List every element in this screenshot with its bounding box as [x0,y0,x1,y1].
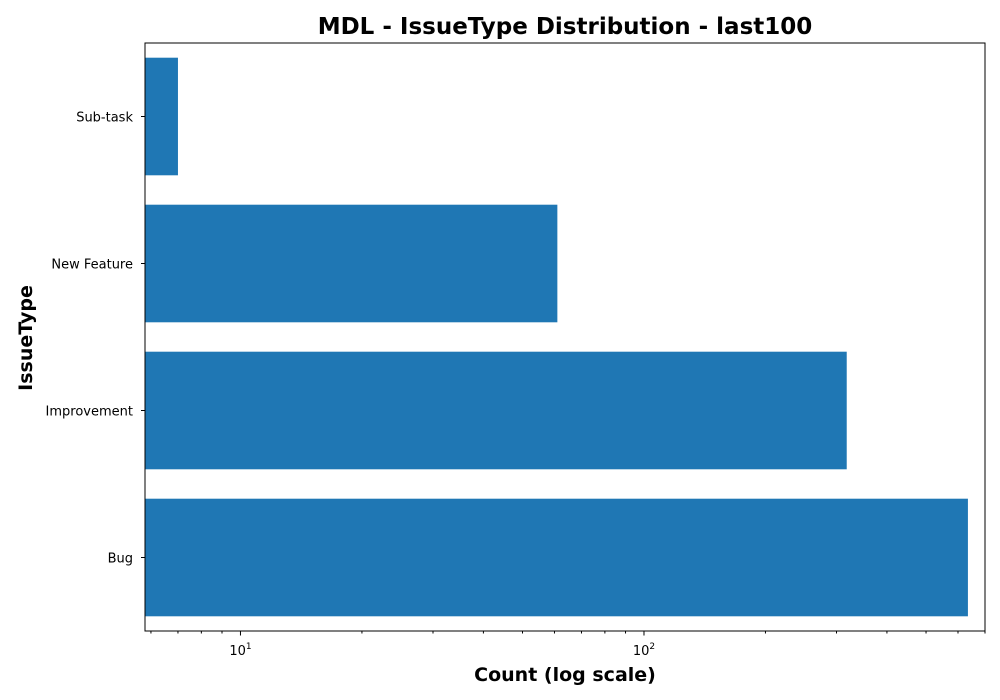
bar-improvement [145,351,847,470]
bar-bug [145,498,968,617]
bars-group [145,57,968,617]
chart-title: MDL - IssueType Distribution - last100 [318,14,813,40]
bar-sub-task [145,57,178,176]
y-axis-ticks: Bug Improvement New Feature Sub-task [46,111,145,567]
y-tick-label: Improvement [46,405,133,420]
bar-new-feature [145,204,558,323]
y-tick-label: Sub-task [76,111,133,126]
x-axis-ticks: 101 102 [150,631,986,659]
x-tick-label: 102 [633,642,655,659]
x-tick-label: 101 [229,642,251,659]
x-axis-label: Count (log scale) [474,664,656,686]
plot-frame [144,42,986,632]
y-tick-label: Bug [108,552,133,567]
y-tick-label: New Feature [51,258,133,273]
y-axis-label: IssueType [15,285,37,391]
